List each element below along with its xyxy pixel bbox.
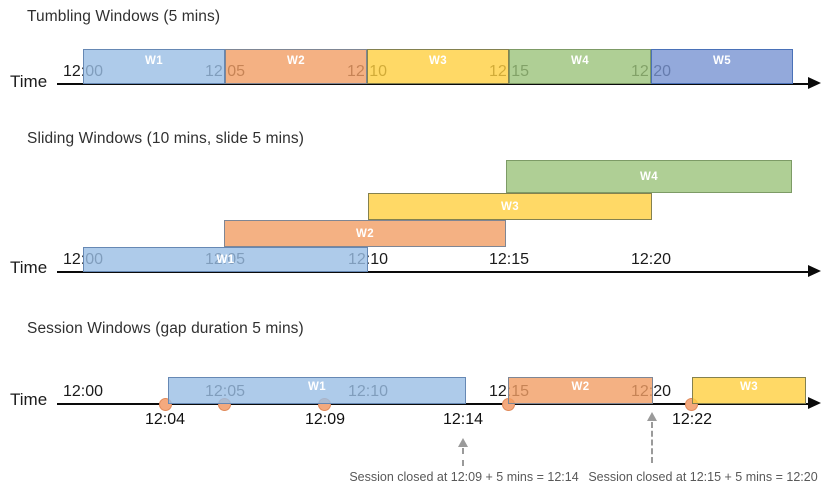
sliding-tick-12-20: 12:20 <box>630 251 672 268</box>
window-label-w2: W2 <box>286 55 306 67</box>
annotation-arrow-up-icon <box>458 438 468 447</box>
session-time-label: Time <box>10 390 48 409</box>
window-label-w4: W4 <box>570 55 590 67</box>
sliding-axis-arrow-icon <box>808 265 821 277</box>
session-event-label-12-09: 12:09 <box>304 411 346 428</box>
tumbling-window-box-w4: W4 <box>509 49 651 84</box>
session-event-label-12-22: 12:22 <box>671 411 713 428</box>
sliding-window-box-w2: W2 <box>224 220 506 247</box>
session-window-box-w2: W2 <box>508 377 653 404</box>
tumbling-window-box-w3: W3 <box>367 49 509 84</box>
window-label-w4: W4 <box>639 170 659 183</box>
window-label-w2: W2 <box>571 381 590 393</box>
session-close-caption-2: Session closed at 12:15 + 5 mins = 12:20 <box>588 470 818 484</box>
tumbling-title: Tumbling Windows (5 mins) <box>27 8 221 25</box>
tumbling-window-box-w1: W1 <box>83 49 225 84</box>
sliding-time-label: Time <box>10 258 48 277</box>
session-window-box-w3: W3 <box>692 377 806 404</box>
window-label-w5: W5 <box>712 55 732 67</box>
annotation-arrow-line <box>462 448 464 466</box>
sliding-window-box-w4: W4 <box>506 160 792 193</box>
window-label-w3: W3 <box>739 381 759 393</box>
window-label-w2: W2 <box>355 227 375 240</box>
tumbling-window-box-w2: W2 <box>225 49 367 84</box>
session-close-caption-1: Session closed at 12:09 + 5 mins = 12:14 <box>349 470 579 484</box>
sliding-tick-12-15: 12:15 <box>488 251 530 268</box>
session-axis-arrow-icon <box>808 397 821 409</box>
window-label-w3: W3 <box>428 55 448 67</box>
tumbling-axis-arrow-icon <box>808 77 821 89</box>
tumbling-window-box-w5: W5 <box>651 49 793 84</box>
annotation-arrow-line <box>651 422 653 463</box>
window-label-w1: W1 <box>307 381 327 393</box>
session-axis-line <box>57 403 810 405</box>
session-title: Session Windows (gap duration 5 mins) <box>27 320 304 337</box>
tumbling-time-label: Time <box>10 72 48 91</box>
session-event-label-12-14: 12:14 <box>442 411 484 428</box>
session-tick-12-00: 12:00 <box>62 383 104 400</box>
session-event-label-12-04: 12:04 <box>144 411 186 428</box>
session-window-box-w1: W1 <box>168 377 466 404</box>
annotation-arrow-up-icon <box>647 412 657 421</box>
window-label-w1: W1 <box>144 55 164 67</box>
sliding-axis-line <box>57 271 810 273</box>
sliding-title: Sliding Windows (10 mins, slide 5 mins) <box>27 130 304 147</box>
sliding-window-box-w1: W1 <box>83 247 368 272</box>
sliding-window-box-w3: W3 <box>368 193 652 220</box>
window-label-w3: W3 <box>500 200 520 213</box>
tumbling-axis-line <box>57 83 810 85</box>
window-label-w1: W1 <box>216 253 235 266</box>
